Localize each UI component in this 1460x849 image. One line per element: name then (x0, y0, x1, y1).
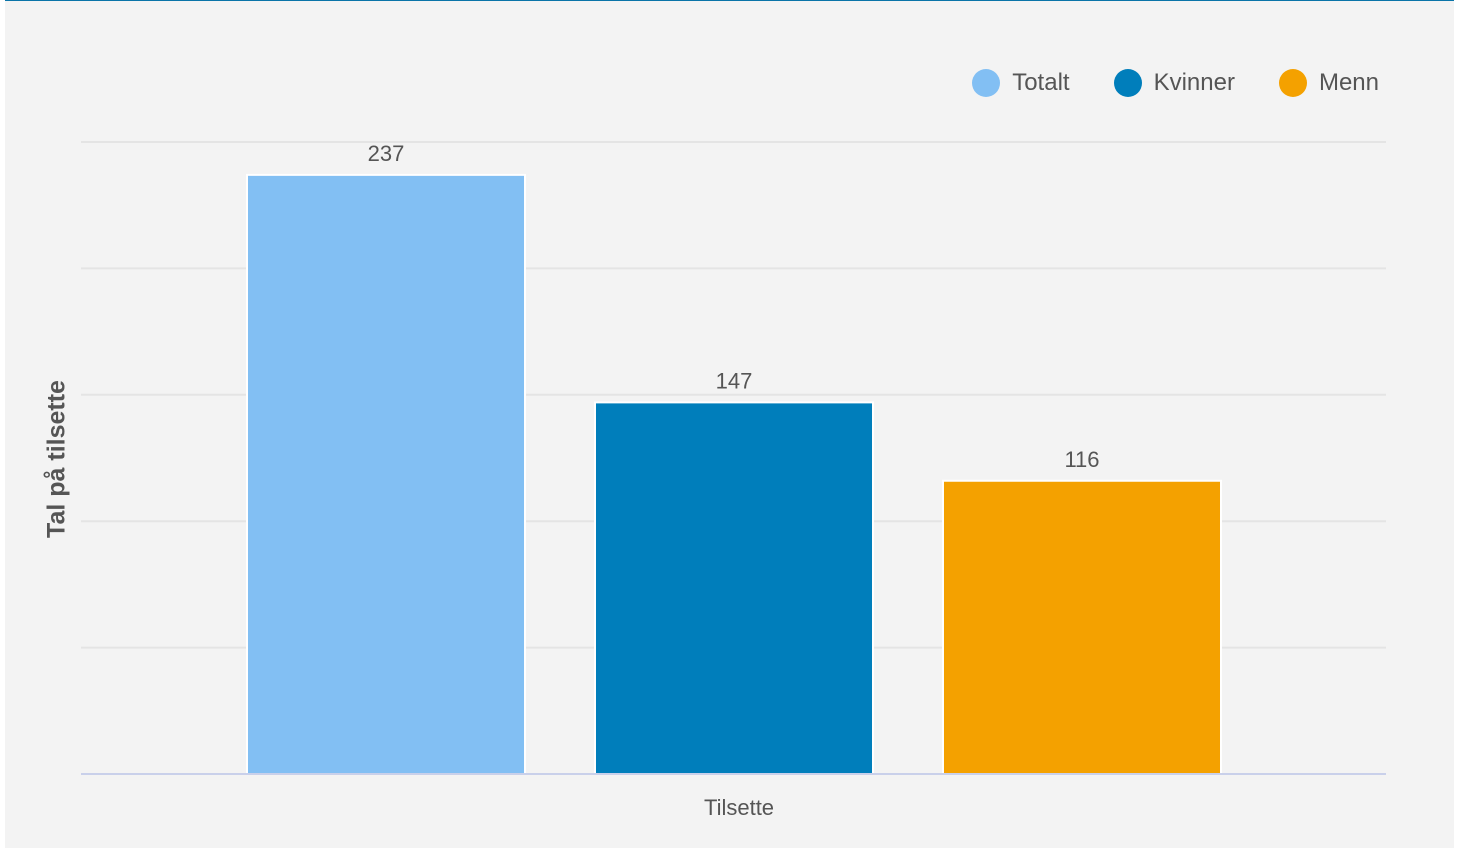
data-label-menn: 116 (1064, 447, 1099, 472)
chart-panel: 237 147 116 Totalt Kvinner Menn Tal på tilse… (5, 0, 1454, 848)
bar-kvinner[interactable] (594, 401, 874, 775)
legend-swatch (1113, 69, 1142, 97)
bar-menn[interactable] (942, 479, 1222, 775)
data-label-kvinner: 147 (716, 368, 753, 393)
legend-item-kvinner[interactable]: Kvinner (1113, 69, 1235, 97)
legend-swatch (972, 69, 1001, 97)
legend-label: Kvinner (1153, 69, 1235, 96)
legend-item-totalt[interactable]: Totalt (972, 69, 1070, 97)
data-label-totalt: 237 (368, 141, 405, 166)
bar-chart: 237 147 116 (81, 141, 1386, 775)
bar-totalt[interactable] (246, 173, 526, 775)
legend-label: Totalt (1012, 69, 1070, 96)
legend-item-menn[interactable]: Menn (1278, 69, 1379, 97)
legend: Totalt Kvinner Menn (972, 69, 1379, 97)
x-category-label: Tilsette (703, 795, 775, 820)
legend-swatch (1278, 69, 1307, 97)
legend-label: Menn (1318, 69, 1379, 96)
y-axis-label: Tal på tilsette (42, 380, 71, 538)
